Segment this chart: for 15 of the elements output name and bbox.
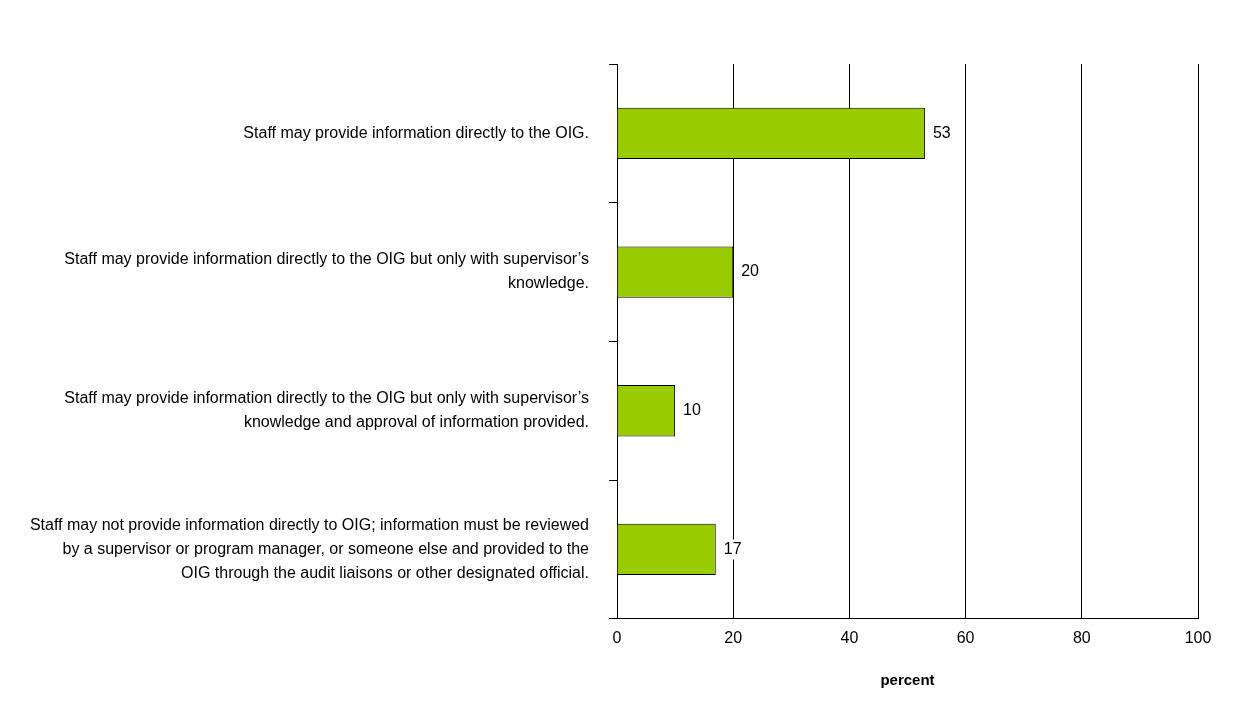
data-label: 10 <box>683 401 701 419</box>
x-tick-label: 60 <box>956 628 975 646</box>
x-tick-label: 20 <box>724 628 743 646</box>
y-tick-label: Staff may provide information directly to the OIG but only with supervisor’s knowledge. <box>64 250 589 292</box>
y-tick-label: Staff may not provide information directly to OIG; information must be reviewed by a supervisor or program manager, or someone else and provided to the OIG through the audit liaisons or other designated official. <box>29 515 590 581</box>
x-tick-label: 40 <box>840 628 859 646</box>
data-label: 53 <box>932 123 951 141</box>
data-label: 17 <box>723 539 742 557</box>
y-tick-label: Staff may provide information directly to the OIG but only with supervisor’s knowledge and approval of information provided. <box>64 389 589 431</box>
x-tick-label: 0 <box>612 628 622 646</box>
x-tick-label: 80 <box>1072 628 1091 646</box>
x-axis-title: percent <box>880 671 935 689</box>
y-tick-label: Staff may provide information directly to the OIG. <box>243 123 589 141</box>
x-tick-label: 100 <box>1184 628 1212 646</box>
data-label: 20 <box>741 262 760 280</box>
